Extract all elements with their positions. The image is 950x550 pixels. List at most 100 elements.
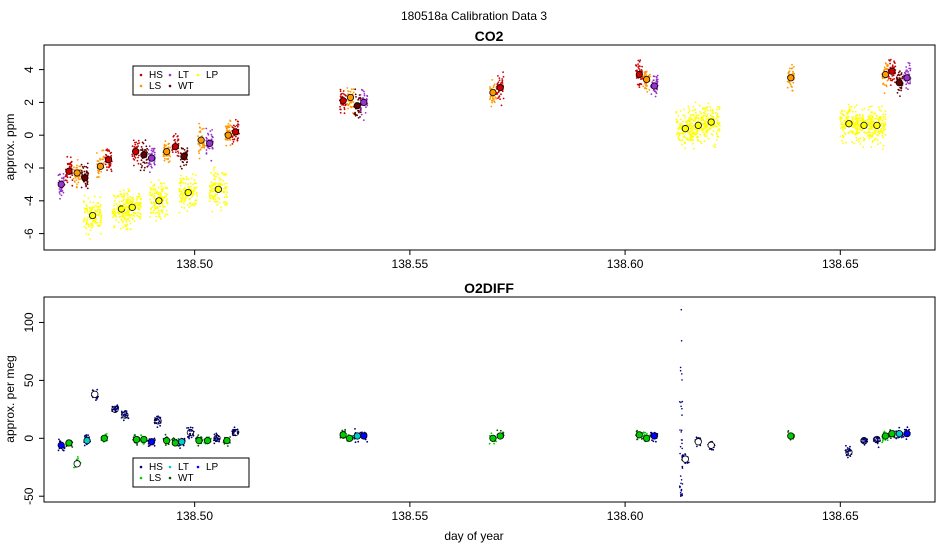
o2diff-cluster-mean (148, 438, 156, 446)
co2-data-point (136, 201, 139, 204)
co2-data-point (649, 73, 651, 76)
o2diff-spike-point (680, 495, 682, 498)
o2diff-spike-point (680, 439, 683, 441)
co2-data-point (675, 110, 678, 113)
co2-data-point (691, 132, 694, 134)
co2-data-point (905, 70, 907, 73)
o2diff-data-point (684, 453, 687, 456)
co2-data-point (131, 155, 134, 158)
co2-data-point (132, 139, 135, 142)
o2diff-data-point (113, 407, 115, 409)
co2-data-point (231, 135, 234, 138)
co2-data-point (688, 132, 691, 135)
co2-data-point (139, 213, 142, 216)
co2-data-point (100, 215, 103, 218)
o2diff-data-point (77, 457, 79, 460)
o2diff-cluster-mean (195, 437, 203, 445)
o2diff-cluster-mean (681, 455, 689, 463)
co2-data-point (217, 183, 220, 185)
co2-data-point (896, 91, 899, 94)
co2-data-point (126, 209, 129, 212)
co2-data-point (139, 216, 142, 219)
co2-data-point (131, 153, 134, 156)
o2diff-data-point (157, 415, 160, 418)
co2-data-point (74, 181, 76, 183)
o2diff-cluster-mean (707, 441, 715, 449)
co2-data-point (343, 93, 346, 96)
co2-data-point (848, 131, 851, 134)
co2-data-point (126, 223, 129, 226)
co2-data-point (698, 128, 701, 131)
co2-data-point (161, 202, 164, 205)
co2-data-point (655, 76, 658, 78)
co2-data-point (152, 149, 155, 152)
co2-data-point (165, 144, 168, 147)
co2-data-point (677, 131, 679, 134)
co2-data-point (857, 121, 860, 124)
o2diff-data-point (502, 431, 504, 434)
co2-data-point (192, 186, 195, 189)
co2-data-point (705, 126, 708, 129)
o2diff-cluster-mean (360, 432, 368, 440)
o2diff-data-point (898, 426, 901, 429)
co2-data-point (236, 137, 239, 140)
co2-data-point (62, 173, 65, 175)
co2-data-point (210, 159, 213, 162)
co2-data-point (884, 116, 886, 118)
co2-data-point (139, 202, 142, 205)
co2-data-point (87, 216, 89, 219)
co2-data-point (136, 214, 138, 217)
co2-data-point (191, 173, 194, 176)
o2diff-data-point (213, 433, 216, 436)
co2-data-point (495, 97, 498, 100)
co2-data-point (97, 172, 100, 175)
co2-data-point (706, 131, 709, 134)
co2-data-point (158, 213, 161, 216)
co2-data-point (362, 119, 365, 121)
co2-data-point (220, 206, 222, 209)
co2-data-point (901, 75, 904, 78)
co2-data-point (652, 79, 655, 82)
o2diff-data-point (642, 432, 645, 434)
co2-data-point (162, 206, 165, 209)
co2-data-point (159, 215, 161, 218)
co2-data-point (139, 169, 142, 172)
co2-data-point (862, 114, 864, 117)
co2-data-point (217, 197, 219, 199)
co2-data-point (849, 130, 852, 132)
o2diff-data-point (95, 399, 97, 401)
co2-data-point (499, 98, 501, 100)
co2-data-point (718, 130, 721, 132)
co2-data-point (229, 144, 232, 147)
co2-data-point (213, 178, 215, 181)
co2-data-point (870, 105, 873, 108)
co2-data-point (81, 165, 84, 168)
co2-data-point (132, 212, 135, 214)
co2-data-point (868, 124, 871, 127)
co2-data-point (116, 208, 119, 211)
co2-data-point (145, 159, 148, 161)
co2-data-point (201, 135, 204, 138)
co2-data-point (85, 227, 88, 230)
o2diff-cluster-mean (132, 435, 141, 444)
co2-data-point (95, 218, 98, 220)
co2-data-point (496, 83, 499, 86)
co2-data-point (852, 116, 855, 119)
co2-data-point (656, 74, 659, 77)
co2-data-point (209, 189, 212, 192)
co2-legend-marker-wt (168, 84, 172, 88)
co2-data-point (191, 191, 194, 194)
co2-data-point (349, 90, 352, 93)
co2-cluster-mean (89, 211, 97, 220)
o2diff-spike-point (680, 488, 683, 491)
co2-data-point (112, 208, 115, 211)
co2-data-point (704, 110, 707, 112)
co2-data-point (76, 186, 78, 189)
o2diff-cluster-mean (339, 431, 347, 439)
co2-data-point (132, 200, 135, 202)
co2-data-point (86, 211, 89, 214)
co2-data-point (715, 125, 717, 128)
co2-data-point (162, 199, 165, 202)
co2-data-point (96, 152, 98, 154)
